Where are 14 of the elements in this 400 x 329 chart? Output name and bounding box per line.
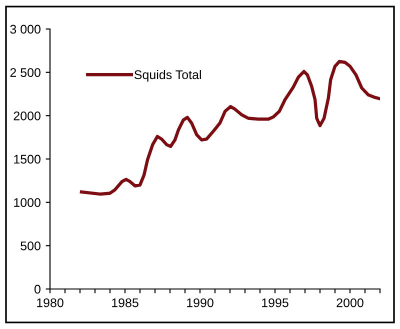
x-tick-label: 1980 [37,298,64,308]
y-tick-label: 1500 [14,154,40,164]
y-tick-label: 500 [20,241,40,250]
y-tick-label: 0 [34,284,40,294]
line-series [80,60,380,196]
y-tick-label: 1000 [14,198,40,207]
y-tick-label: 2000 [14,111,40,120]
x-tick-label: 1985 [112,298,138,308]
x-tick-label: 1995 [262,298,288,308]
y-tick-label: 3 000 [10,24,40,34]
legend-label: Squids Total [134,70,201,82]
x-tick-label: 2000 [336,298,364,308]
x-tick-label: 1990 [187,298,214,308]
y-tick-label: 2 500 [10,68,40,77]
